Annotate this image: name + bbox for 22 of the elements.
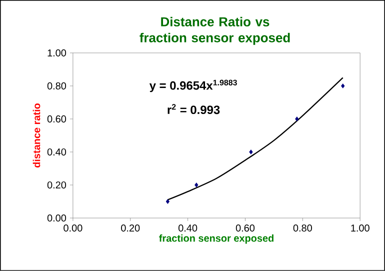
y-tick-label: 1.00 (48, 49, 66, 56)
chart-title: Distance Ratio vs fraction sensor exposed (140, 16, 290, 45)
annotation: y = 0.9654x$^{1.9883}$ (149, 80, 237, 92)
x-tick-label: 0.40 (178, 224, 198, 232)
y-tick-label: 0.20 (47, 181, 66, 189)
x-tick-label: 1.00 (351, 224, 370, 232)
x-tick-label: 0.60 (236, 224, 255, 232)
x-axis-title: fraction sensor exposed (159, 234, 274, 244)
point (341, 84, 345, 88)
y-tick-label: 0.60 (47, 115, 66, 123)
point (194, 182, 198, 188)
y-tick-label: 0.00 (47, 214, 66, 222)
y-tick-label: 0.40 (47, 148, 66, 156)
y-axis-title: distance ratio (32, 103, 40, 168)
x-tick-label: 0.20 (121, 224, 140, 232)
point (166, 199, 170, 204)
point (295, 116, 299, 122)
annotation: r$^{2}$ = 0.993 (168, 104, 220, 114)
y-tick-label: 0.80 (47, 82, 66, 90)
point (249, 150, 253, 154)
x-tick-label: 0.00 (64, 224, 82, 232)
x-tick-label: 0.80 (293, 224, 312, 232)
